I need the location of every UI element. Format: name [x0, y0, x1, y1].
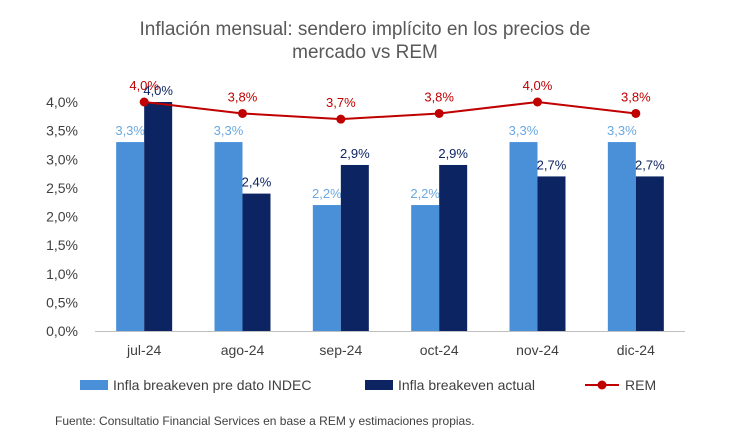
- legend-swatch-actual: [365, 380, 393, 390]
- data-label-rem: 4,0%: [523, 78, 553, 93]
- x-tick-label: dic-24: [617, 342, 655, 358]
- data-label-rem: 3,8%: [424, 89, 454, 104]
- bar-pre-indec: [312, 205, 341, 331]
- source-note: Fuente: Consultatio Financial Services e…: [55, 414, 475, 428]
- legend-label-actual: Infla breakeven actual: [398, 377, 535, 393]
- data-label-rem: 4,0%: [129, 78, 159, 93]
- rem-point: [434, 108, 444, 118]
- data-label-actual: 2,7%: [537, 157, 567, 172]
- y-tick-label: 2,0%: [46, 209, 78, 225]
- y-tick-label: 1,0%: [46, 266, 78, 282]
- bar-actual: [242, 193, 271, 331]
- data-label-actual: 2,9%: [438, 146, 468, 161]
- x-tick-label: oct-24: [420, 342, 459, 358]
- data-label-rem: 3,8%: [228, 89, 258, 104]
- bar-actual: [439, 164, 468, 331]
- x-tick-label: nov-24: [516, 342, 559, 358]
- rem-point: [533, 97, 542, 107]
- bar-actual: [635, 176, 664, 331]
- y-tick-label: 3,5%: [46, 123, 78, 139]
- bar-actual: [144, 102, 173, 331]
- chart-title: Inflación mensual: sendero implícito en …: [0, 18, 730, 64]
- data-label-actual: 2,9%: [340, 146, 370, 161]
- legend-label-pre-indec: Infla breakeven pre dato INDEC: [113, 377, 311, 393]
- bar-pre-indec: [214, 142, 243, 331]
- bar-actual: [340, 164, 369, 331]
- bar-pre-indec: [607, 142, 636, 331]
- chart-title-line-1: Inflación mensual: sendero implícito en …: [139, 19, 591, 40]
- y-tick-label: 0,0%: [46, 323, 78, 339]
- bar-pre-indec: [411, 205, 440, 331]
- legend-swatch-rem-marker: [597, 380, 607, 390]
- data-label-pre-indec: 3,3%: [509, 123, 539, 138]
- rem-point: [238, 108, 247, 118]
- data-label-pre-indec: 3,3%: [214, 123, 244, 138]
- data-label-pre-indec: 2,2%: [410, 186, 440, 201]
- x-tick-label: ago-24: [221, 342, 265, 358]
- y-tick-label: 3,0%: [46, 151, 78, 167]
- bar-actual: [537, 176, 566, 331]
- rem-point: [139, 97, 149, 107]
- y-tick-label: 1,5%: [46, 237, 78, 253]
- data-label-pre-indec: 3,3%: [607, 123, 637, 138]
- x-tick-label: sep-24: [319, 342, 362, 358]
- y-tick-label: 0,5%: [46, 294, 78, 310]
- data-label-actual: 4,0%: [143, 83, 173, 98]
- rem-point: [336, 114, 346, 124]
- chart-title-line-2: mercado vs REM: [292, 42, 438, 63]
- x-tick-label: jul-24: [126, 342, 161, 358]
- bar-pre-indec: [116, 142, 145, 331]
- rem-point: [631, 108, 641, 118]
- legend-swatch-pre-indec: [80, 380, 108, 390]
- rem-line: [144, 100, 636, 121]
- legend-label-rem: REM: [625, 377, 656, 393]
- data-label-rem: 3,8%: [621, 89, 651, 104]
- data-label-actual: 2,4%: [242, 175, 272, 190]
- data-label-actual: 2,7%: [635, 157, 665, 172]
- data-label-pre-indec: 3,3%: [115, 123, 145, 138]
- data-label-pre-indec: 2,2%: [312, 186, 342, 201]
- y-tick-label: 4,0%: [46, 94, 78, 110]
- bar-pre-indec: [509, 142, 538, 331]
- data-label-rem: 3,7%: [326, 95, 356, 110]
- y-tick-label: 2,5%: [46, 180, 78, 196]
